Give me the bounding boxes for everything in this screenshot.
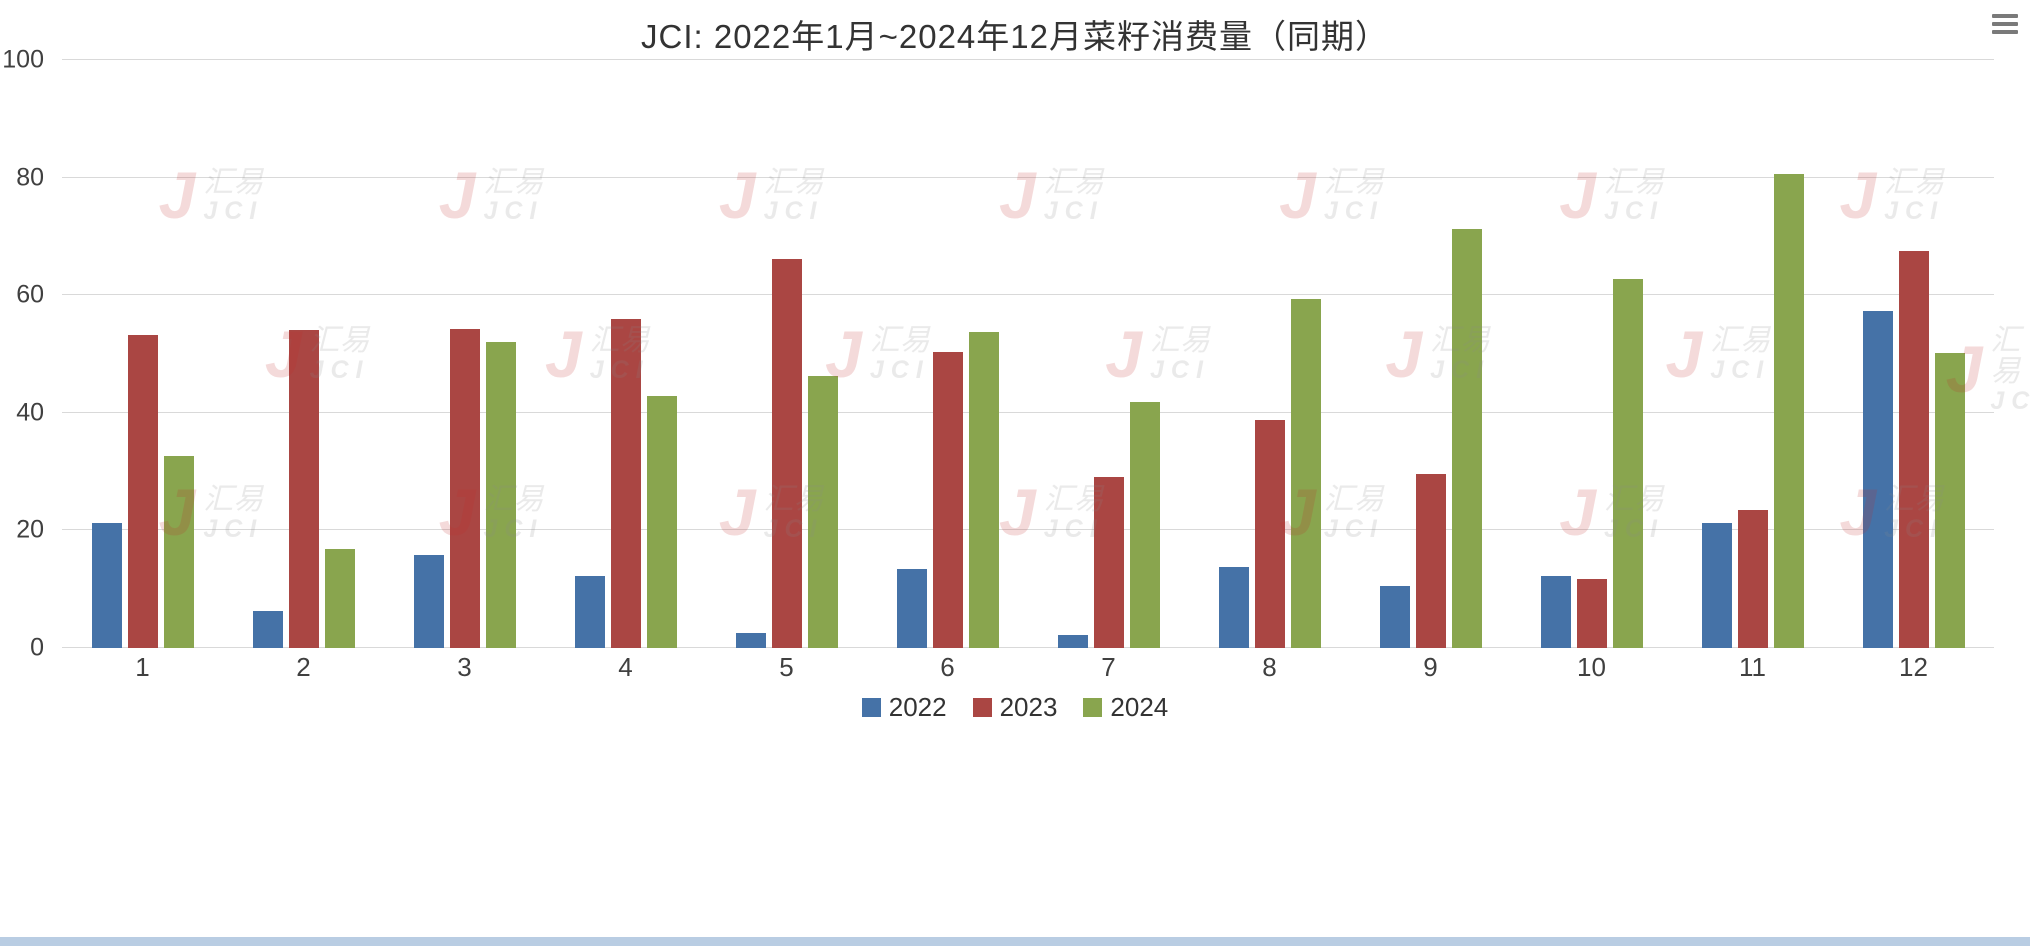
bar-2024-month-9[interactable]: [1451, 229, 1482, 648]
bar-2022-month-2[interactable]: [252, 610, 283, 648]
bar-2024-month-10[interactable]: [1612, 279, 1643, 648]
plot-area: J 汇易 JCI J 汇易 JCI J 汇易 JCI J 汇易 JCI J 汇易 JCI J 汇易 JCI J 汇易 J…: [62, 59, 2030, 648]
y-axis-tick-label: 20: [16, 515, 44, 544]
bar-groups: [62, 60, 1994, 648]
bar-2022-month-7[interactable]: [1057, 635, 1088, 648]
hamburger-menu-icon[interactable]: [1992, 10, 2018, 38]
x-axis-tick-label: 2: [296, 652, 311, 682]
bar-2023-month-12[interactable]: [1898, 250, 1929, 648]
bar-2023-month-7[interactable]: [1093, 477, 1124, 648]
bar-2024-month-8[interactable]: [1290, 299, 1321, 648]
bar-2023-month-6[interactable]: [932, 352, 963, 648]
bar-2023-month-5[interactable]: [771, 258, 802, 648]
legend-item-2024[interactable]: 2024: [1083, 692, 1168, 723]
bar-2022-month-6[interactable]: [896, 569, 927, 648]
gridline: [62, 647, 1994, 648]
bar-2023-month-11[interactable]: [1737, 509, 1768, 648]
bar-2024-month-12[interactable]: [1934, 352, 1965, 648]
legend-swatch: [861, 698, 881, 717]
bar-group-month-12: [1833, 60, 1994, 648]
bar-2023-month-9[interactable]: [1415, 473, 1446, 648]
watermark-en-text: JCI: [1990, 386, 2030, 415]
bar-2022-month-11[interactable]: [1701, 523, 1732, 648]
y-axis-tick-label: 100: [2, 45, 44, 74]
x-axis-tick-label: 5: [779, 652, 794, 682]
bar-2023-month-8[interactable]: [1254, 419, 1285, 648]
legend-label: 2022: [888, 692, 947, 722]
bar-2024-month-4[interactable]: [646, 396, 677, 648]
chart-legend: 2022 2023 2024: [0, 692, 2030, 723]
bar-group-month-3: [384, 60, 545, 648]
chart-title: JCI: 2022年1月~2024年12月菜籽消费量（同期）: [641, 18, 1389, 55]
x-axis-tick-label: 11: [1739, 652, 1766, 682]
gridline: [62, 529, 1994, 531]
x-axis-tick-label: 4: [618, 652, 633, 682]
x-axis-tick-label: 12: [1899, 652, 1928, 682]
bar-2024-month-6[interactable]: [968, 331, 999, 648]
bar-group-month-11: [1672, 60, 1833, 648]
bar-group-month-9: [1350, 60, 1511, 648]
legend-label: 2024: [1110, 692, 1169, 722]
legend-item-2022[interactable]: 2022: [861, 692, 947, 723]
bar-group-month-5: [706, 60, 867, 648]
x-axis-tick-label: 8: [1262, 652, 1277, 682]
bar-2022-month-8[interactable]: [1218, 566, 1249, 648]
bar-2022-month-3[interactable]: [413, 555, 444, 648]
legend-item-2023[interactable]: 2023: [972, 692, 1058, 723]
x-axis-tick-label: 7: [1101, 652, 1116, 682]
bar-group-month-10: [1511, 60, 1672, 648]
bar-group-month-1: [62, 60, 223, 648]
bar-2022-month-4[interactable]: [574, 575, 605, 648]
bar-2023-month-3[interactable]: [449, 328, 480, 648]
gridline: [62, 411, 1994, 413]
gridline: [62, 59, 1994, 60]
hamburger-line: [1992, 22, 2018, 26]
y-axis-tick-label: 60: [16, 280, 44, 309]
x-axis-tick-label: 6: [940, 652, 955, 682]
bar-2022-month-5[interactable]: [735, 632, 766, 648]
legend-label: 2023: [999, 692, 1058, 722]
gridline: [62, 294, 1994, 296]
hamburger-line: [1992, 14, 2018, 18]
y-axis-tick-label: 40: [16, 398, 44, 427]
y-axis-tick-label: 0: [30, 633, 44, 662]
y-axis: 0 20 40 60 80 100: [0, 47, 54, 660]
legend-swatch: [972, 698, 992, 717]
bar-group-month-2: [223, 60, 384, 648]
x-axis-tick-label: 10: [1577, 652, 1606, 682]
bar-2022-month-1[interactable]: [91, 523, 122, 648]
bar-2024-month-2[interactable]: [324, 549, 355, 648]
watermark-cn-text: 汇易: [1990, 323, 2021, 389]
bar-group-month-6: [867, 60, 1028, 648]
legend-swatch: [1083, 698, 1103, 717]
gridline: [62, 176, 1994, 178]
x-axis-tick-label: 1: [135, 652, 150, 682]
x-axis-tick-label: 3: [457, 652, 472, 682]
bar-2023-month-1[interactable]: [127, 335, 158, 648]
x-axis-tick-label: 9: [1423, 652, 1438, 682]
bar-2024-month-3[interactable]: [485, 342, 516, 648]
bar-group-month-4: [545, 60, 706, 648]
bar-2022-month-10[interactable]: [1540, 575, 1571, 648]
bar-2022-month-9[interactable]: [1379, 585, 1410, 648]
bar-2024-month-11[interactable]: [1773, 174, 1804, 648]
bar-2023-month-10[interactable]: [1576, 578, 1607, 648]
bar-2022-month-12[interactable]: [1862, 311, 1893, 648]
bar-2023-month-2[interactable]: [288, 330, 319, 648]
y-axis-tick-label: 80: [16, 163, 44, 192]
bar-2024-month-5[interactable]: [807, 376, 838, 648]
bar-2024-month-1[interactable]: [163, 456, 194, 648]
bar-group-month-8: [1189, 60, 1350, 648]
bottom-scrollbar[interactable]: [0, 937, 2030, 946]
x-axis: 1 2 3 4 5 6 7 8 9 10 11 12: [62, 652, 1994, 688]
bar-2023-month-4[interactable]: [610, 318, 641, 648]
bar-group-month-7: [1028, 60, 1189, 648]
hamburger-line: [1992, 30, 2018, 34]
bar-2024-month-7[interactable]: [1129, 402, 1160, 648]
